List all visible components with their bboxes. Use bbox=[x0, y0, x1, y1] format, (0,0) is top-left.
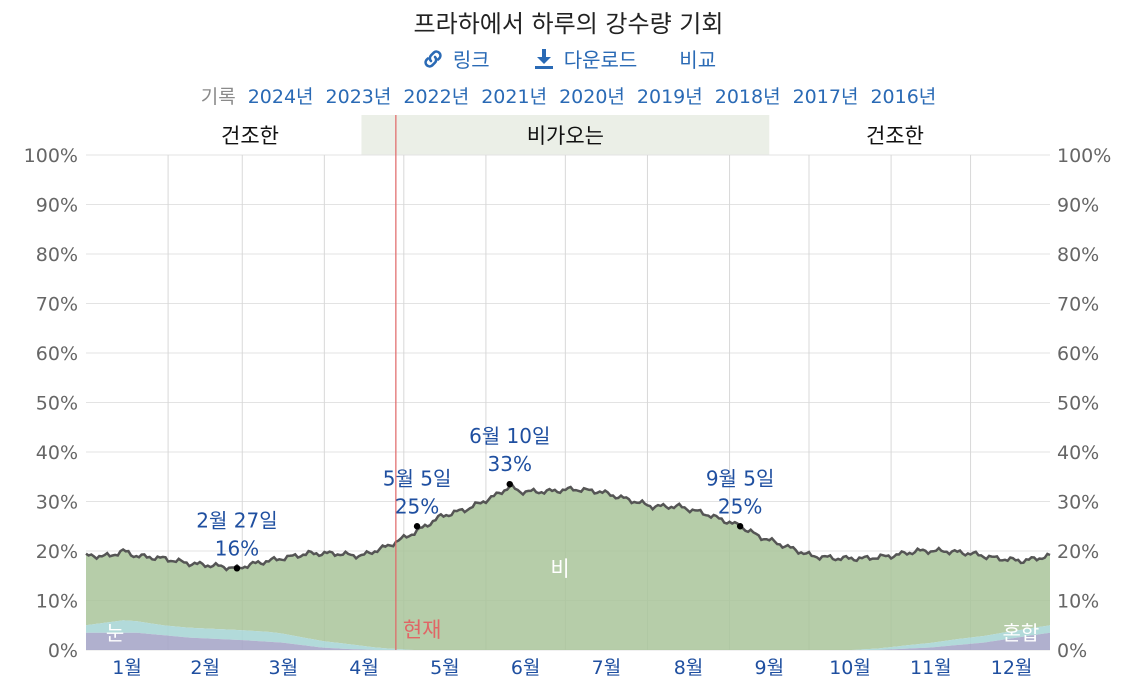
season-label: 건조한 bbox=[221, 124, 279, 148]
annotation-date: 2월 27일 bbox=[196, 508, 277, 532]
history-year-link[interactable]: 2021년 bbox=[481, 86, 548, 108]
season-label: 비가오는 bbox=[527, 124, 604, 148]
y-tick-label-left: 0% bbox=[48, 640, 78, 662]
snow-area bbox=[86, 632, 1050, 650]
y-tick-label-left: 70% bbox=[36, 294, 78, 316]
history-year-link[interactable]: 2016년 bbox=[870, 86, 937, 108]
history-year-link[interactable]: 2018년 bbox=[714, 86, 781, 108]
y-tick-label-left: 80% bbox=[36, 244, 78, 266]
mixed-series-label: 혼합 bbox=[1002, 621, 1039, 645]
month-label: 11월 bbox=[910, 657, 952, 679]
month-label: 6월 bbox=[511, 657, 541, 679]
y-tick-label-left: 30% bbox=[36, 492, 78, 514]
y-tick-label-right: 60% bbox=[1057, 343, 1099, 365]
month-label: 8월 bbox=[674, 657, 704, 679]
y-tick-label-left: 20% bbox=[36, 541, 78, 563]
history-year-link[interactable]: 2023년 bbox=[325, 86, 392, 108]
annotation-date: 5월 5일 bbox=[383, 466, 452, 490]
y-tick-label-left: 60% bbox=[36, 343, 78, 365]
link-button[interactable]: 링크 bbox=[421, 44, 490, 73]
page-title: 프라하에서 하루의 강수량 기회 bbox=[413, 10, 724, 38]
month-label: 3월 bbox=[269, 657, 299, 679]
link-icon bbox=[424, 49, 442, 68]
annotation-point bbox=[736, 523, 744, 530]
month-label: 4월 bbox=[349, 657, 379, 679]
annotation-value: 25% bbox=[395, 494, 439, 518]
y-tick-label-left: 50% bbox=[36, 393, 78, 415]
y-tick-label-right: 70% bbox=[1057, 294, 1099, 316]
y-tick-label-right: 40% bbox=[1057, 442, 1099, 464]
y-tick-label-right: 20% bbox=[1057, 541, 1099, 563]
annotation-value: 33% bbox=[488, 452, 532, 476]
y-tick-label-right: 80% bbox=[1057, 244, 1099, 266]
rain-area bbox=[86, 485, 1050, 650]
month-label: 12월 bbox=[991, 657, 1033, 679]
rain-series-label: 비 bbox=[550, 557, 569, 581]
now-label: 현재 bbox=[403, 618, 442, 642]
history-year-link[interactable]: 2017년 bbox=[792, 86, 859, 108]
y-tick-label-left: 100% bbox=[24, 145, 78, 167]
month-label: 9월 bbox=[754, 657, 784, 679]
download-label: 다운로드 bbox=[563, 48, 638, 72]
y-tick-label-right: 50% bbox=[1057, 393, 1099, 415]
season-label: 건조한 bbox=[866, 124, 924, 148]
month-label: 7월 bbox=[592, 657, 622, 679]
y-tick-label-right: 100% bbox=[1057, 145, 1111, 167]
annotation-point bbox=[413, 523, 421, 530]
y-tick-label-left: 90% bbox=[36, 195, 78, 217]
snow-series-label: 눈 bbox=[106, 621, 124, 645]
season-band bbox=[361, 115, 770, 155]
annotation-point bbox=[506, 480, 513, 488]
y-tick-label-left: 40% bbox=[36, 442, 78, 464]
history-label: 기록 bbox=[200, 86, 236, 108]
annotation-point bbox=[233, 565, 241, 572]
month-label: 1월 bbox=[112, 657, 142, 679]
precipitation-line bbox=[85, 483, 1051, 572]
mixed-area bbox=[86, 620, 1050, 650]
annotation-value: 16% bbox=[215, 536, 259, 560]
month-label: 5월 bbox=[430, 657, 460, 679]
compare-button[interactable]: 비교 bbox=[679, 44, 716, 73]
link-label: 링크 bbox=[452, 48, 490, 72]
download-button[interactable]: 다운로드 bbox=[532, 44, 638, 73]
y-tick-label-left: 10% bbox=[36, 591, 78, 613]
y-tick-label-right: 30% bbox=[1057, 492, 1099, 514]
history-year-link[interactable]: 2024년 bbox=[247, 86, 314, 108]
history-bar: 기록 2024년 2023년 2022년 2021년 2020년 2019년 2… bbox=[0, 82, 1137, 109]
annotation-date: 6월 10일 bbox=[469, 424, 550, 448]
compare-label: 비교 bbox=[679, 48, 717, 72]
y-tick-label-right: 0% bbox=[1057, 640, 1087, 662]
download-icon bbox=[534, 48, 553, 69]
history-year-link[interactable]: 2022년 bbox=[403, 86, 470, 108]
month-label: 10월 bbox=[829, 657, 871, 679]
history-year-link[interactable]: 2019년 bbox=[636, 86, 703, 108]
y-tick-label-right: 10% bbox=[1057, 591, 1099, 613]
toolbar: 링크 다운로드 비교 bbox=[0, 44, 1137, 73]
month-label: 2월 bbox=[190, 657, 220, 679]
history-year-link[interactable]: 2020년 bbox=[559, 86, 625, 108]
annotation-value: 25% bbox=[718, 494, 762, 518]
annotation-date: 9월 5일 bbox=[706, 466, 775, 490]
y-tick-label-right: 90% bbox=[1057, 195, 1099, 217]
